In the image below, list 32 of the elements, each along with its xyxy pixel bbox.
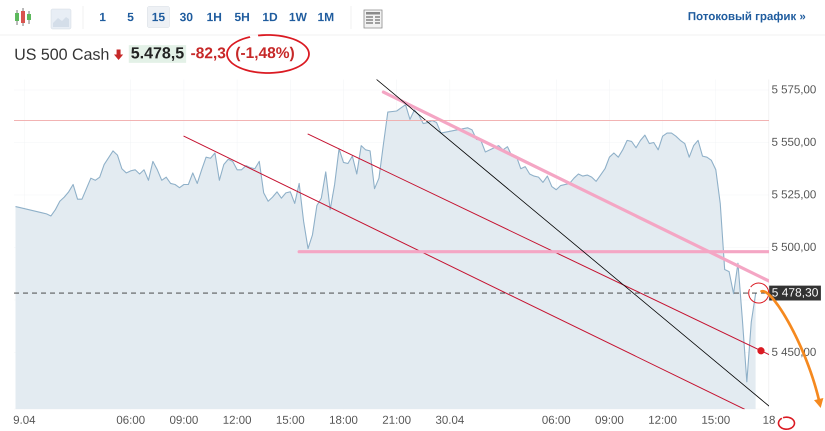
- x-tick-label: 15:00: [702, 416, 730, 424]
- x-tick-label: 09:00: [595, 416, 624, 424]
- text: -82,3: [191, 47, 226, 61]
- x-tick-label: 15:00: [276, 416, 304, 424]
- y-tick-label: 5 500,00: [772, 242, 816, 252]
- x-tick-label: 12:00: [649, 416, 677, 424]
- text: 1D: [263, 12, 278, 22]
- text: (-1,48%): [236, 46, 294, 62]
- ref-line-label: 5 478,30: [772, 288, 818, 298]
- text: 1M: [318, 12, 334, 22]
- x-tick-label: 06:00: [116, 416, 145, 424]
- x-tick-label: 18: [763, 416, 775, 424]
- text: 1: [100, 12, 106, 22]
- y-tick-label: 5 575,00: [772, 85, 816, 95]
- text: 1H: [207, 12, 222, 22]
- text: 30: [180, 12, 192, 22]
- y-tick-label: 5 525,00: [772, 190, 816, 200]
- text: 5H: [234, 12, 249, 22]
- x-tick-label: 30.04: [436, 416, 464, 424]
- text: 1W: [290, 12, 307, 22]
- x-tick-label: 12:00: [224, 416, 252, 424]
- chart-title: US 500 Cash: [15, 48, 108, 60]
- text: 15: [152, 12, 165, 22]
- x-tick-label: 09:00: [170, 416, 198, 424]
- y-tick-label: 5 550,00: [772, 138, 816, 148]
- text: 5.478,5: [131, 47, 184, 61]
- x-tick-label: 21:00: [382, 416, 411, 424]
- x-tick-label: 18:00: [330, 416, 358, 424]
- x-tick-label: 06:00: [542, 416, 570, 424]
- text: 5: [128, 12, 134, 22]
- x-tick-label: 9.04: [14, 416, 36, 424]
- text: Потоковый график »: [688, 12, 806, 22]
